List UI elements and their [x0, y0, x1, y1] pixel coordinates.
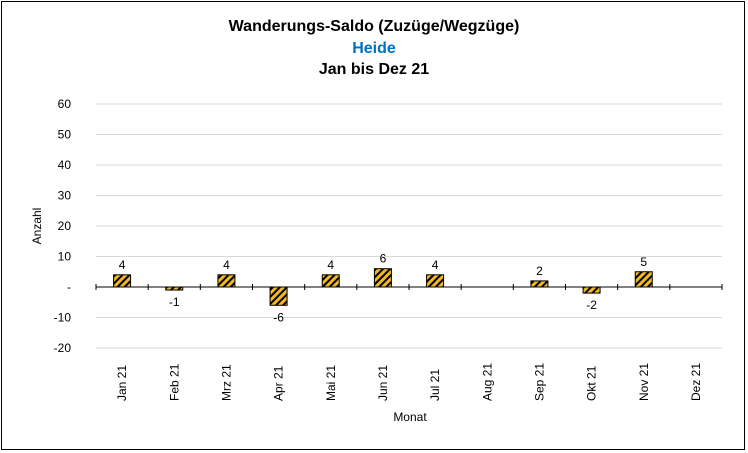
- gridlines: [96, 103, 722, 349]
- data-label: 5: [640, 255, 647, 269]
- y-tick-label: -: [67, 280, 71, 294]
- bar: [530, 280, 549, 288]
- x-tick-label: Mrz 21: [219, 364, 233, 401]
- bar: [269, 286, 288, 306]
- data-label: 6: [380, 252, 387, 266]
- x-tick-label: Sep 21: [532, 363, 546, 401]
- bar: [217, 274, 236, 288]
- data-label: 4: [432, 258, 439, 272]
- x-tick-label: Feb 21: [167, 363, 181, 401]
- x-tick-label: Aug 21: [480, 363, 494, 401]
- y-axis-label: Anzahl: [30, 208, 44, 245]
- bar: [426, 274, 445, 288]
- chart-title: Wanderungs-Saldo (Zuzüge/Wegzüge): [228, 18, 520, 35]
- bar: [113, 274, 132, 288]
- x-tick-label: Jul 21: [428, 369, 442, 401]
- x-tick-label: Jun 21: [376, 365, 390, 401]
- chart-period: Jan bis Dez 21: [318, 61, 430, 78]
- bar: [634, 271, 653, 288]
- data-label: 2: [536, 264, 543, 278]
- x-tick-label: Apr 21: [272, 365, 286, 401]
- data-label: 4: [327, 258, 334, 272]
- x-tick-label: Dez 21: [689, 363, 703, 401]
- y-tick-label: -20: [54, 341, 72, 355]
- data-label: -1: [169, 295, 180, 309]
- data-labels: 4 -1 4 -6 4 6 4 2 -2 5: [119, 252, 648, 325]
- bar: [582, 286, 601, 294]
- y-tick-label: 60: [58, 97, 72, 111]
- data-label: 4: [223, 258, 230, 272]
- x-axis: Jan 21 Feb 21 Mrz 21 Apr 21 Mai 21 Jun 21 Jul …: [95, 284, 723, 401]
- x-tick-label: Okt 21: [585, 365, 599, 401]
- x-axis-label: Monat: [393, 410, 427, 424]
- data-label: 4: [119, 258, 126, 272]
- data-label: -2: [586, 298, 597, 312]
- y-tick-label: -10: [54, 311, 72, 325]
- bar: [321, 274, 340, 288]
- y-tick-label: 50: [58, 128, 72, 142]
- x-tick-label: Nov 21: [637, 363, 651, 401]
- y-tick-label: 20: [58, 219, 72, 233]
- x-tick-label: Jan 21: [115, 365, 129, 401]
- data-label: -6: [273, 310, 284, 324]
- bars: [113, 268, 653, 306]
- x-tick-label: Mai 21: [324, 365, 338, 401]
- y-tick-label: 10: [58, 250, 72, 264]
- y-tick-label: 40: [58, 158, 72, 172]
- chart-subtitle: Heide: [352, 40, 396, 57]
- y-tick-label: 30: [58, 189, 72, 203]
- bar: [373, 268, 392, 288]
